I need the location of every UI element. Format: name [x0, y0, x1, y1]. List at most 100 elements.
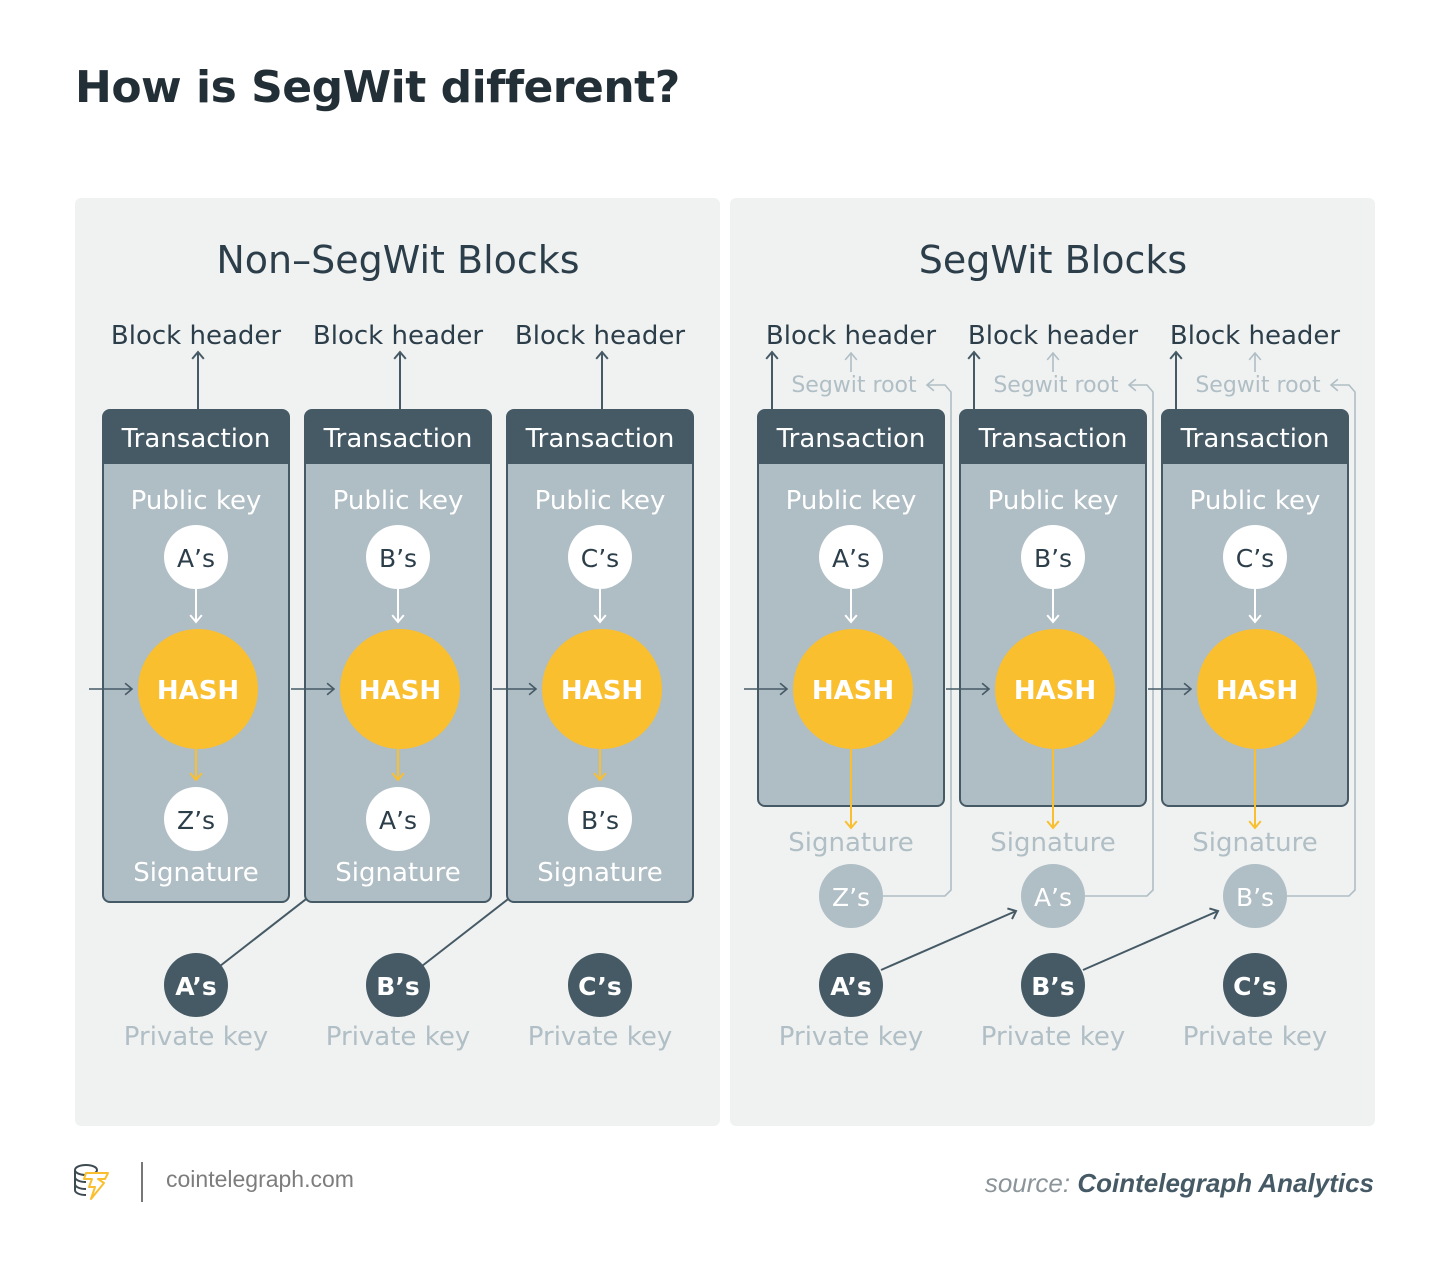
- signature-label: Signature: [990, 828, 1115, 858]
- hash-circle: [1197, 629, 1317, 749]
- public-key-circle: [568, 525, 632, 589]
- signature-owner: A’s: [1034, 883, 1072, 912]
- hash-label: HASH: [359, 676, 441, 706]
- private-key-label: Private key: [779, 1022, 923, 1052]
- segwit-root-up-arrow-head: [844, 351, 858, 361]
- private-key-owner: C’s: [1233, 972, 1277, 1001]
- private-key-circle: [164, 953, 228, 1017]
- private-key-circle: [819, 953, 883, 1017]
- hash-label: HASH: [1216, 676, 1298, 706]
- transaction-label: Transaction: [121, 424, 271, 454]
- signature-label: Signature: [788, 828, 913, 858]
- public-key-owner: B’s: [379, 544, 417, 573]
- public-key-arrow-head: [391, 614, 405, 624]
- footer-site[interactable]: cointelegraph.com: [166, 1166, 354, 1192]
- transaction-label: Transaction: [525, 424, 675, 454]
- private-key-owner: B’s: [1031, 972, 1074, 1001]
- segwit-root-label: Segwit root: [993, 373, 1119, 398]
- private-key-label: Private key: [326, 1022, 470, 1052]
- public-key-circle: [164, 525, 228, 589]
- signature-label: Signature: [537, 858, 662, 888]
- hash-label: HASH: [157, 676, 239, 706]
- private-key-sign-arrow: [880, 910, 1017, 971]
- public-key-circle: [819, 525, 883, 589]
- block-header-arrow-head: [191, 350, 205, 360]
- private-key-sign-arrow-head: [1007, 907, 1018, 920]
- witness-to-segwit-root-arrow: [1085, 384, 1154, 897]
- block-header-arrow-head: [765, 350, 779, 360]
- signature-circle: [1021, 864, 1085, 928]
- public-key-label: Public key: [131, 486, 262, 516]
- hash-to-signature-arrow-head: [844, 820, 858, 830]
- public-key-owner: A’s: [832, 544, 870, 573]
- block-header-label: Block header: [1170, 321, 1340, 351]
- private-key-owner: A’s: [175, 972, 216, 1001]
- signature-label: Signature: [335, 858, 460, 888]
- block-header-arrow-head: [967, 350, 981, 360]
- signature-circle: [819, 864, 883, 928]
- private-key-label: Private key: [1183, 1022, 1327, 1052]
- hash-to-signature-arrow-head: [391, 772, 405, 782]
- panel-title: SegWit Blocks: [919, 238, 1187, 282]
- hash-circle: [542, 629, 662, 749]
- public-key-circle: [1021, 525, 1085, 589]
- block-header-label: Block header: [968, 321, 1138, 351]
- chain-arrow-head: [326, 682, 336, 696]
- public-key-arrow-head: [1046, 614, 1060, 624]
- private-key-owner: A’s: [830, 972, 871, 1001]
- hash-label: HASH: [561, 676, 643, 706]
- segwit-root-label: Segwit root: [791, 373, 917, 398]
- witness-to-segwit-root-arrow-head: [1127, 378, 1137, 392]
- transaction-header: [758, 410, 944, 464]
- hash-label: HASH: [812, 676, 894, 706]
- public-key-label: Public key: [333, 486, 464, 516]
- public-key-label: Public key: [786, 486, 917, 516]
- private-key-circle: [366, 953, 430, 1017]
- transaction-label: Transaction: [978, 424, 1128, 454]
- transaction-label: Transaction: [776, 424, 926, 454]
- private-key-owner: B’s: [376, 972, 419, 1001]
- segwit-root-up-arrow-head: [1248, 351, 1262, 361]
- hash-to-signature-arrow-head: [1046, 820, 1060, 830]
- signature-circle: [1223, 864, 1287, 928]
- panel-title: Non–SegWit Blocks: [216, 238, 579, 282]
- public-key-arrow-head: [844, 614, 858, 624]
- private-key-label: Private key: [528, 1022, 672, 1052]
- block-header-arrow-head: [393, 350, 407, 360]
- footer-divider: [141, 1162, 143, 1202]
- transaction-header: [960, 410, 1146, 464]
- public-key-label: Public key: [1190, 486, 1321, 516]
- chain-arrow-head: [124, 682, 134, 696]
- hash-to-signature-arrow-head: [189, 772, 203, 782]
- witness-to-segwit-root-arrow: [883, 384, 952, 897]
- public-key-circle: [1223, 525, 1287, 589]
- hash-circle: [340, 629, 460, 749]
- public-key-owner: A’s: [177, 544, 215, 573]
- transaction-header: [507, 410, 693, 464]
- public-key-owner: C’s: [581, 544, 619, 573]
- private-key-circle: [1021, 953, 1085, 1017]
- hash-circle: [138, 629, 258, 749]
- witness-to-segwit-root-arrow: [1287, 384, 1356, 897]
- signature-circle: [366, 787, 430, 851]
- public-key-circle: [366, 525, 430, 589]
- private-key-sign-arrow: [1082, 910, 1219, 971]
- private-key-sign-arrow-head: [1209, 907, 1220, 920]
- hash-circle: [995, 629, 1115, 749]
- private-key-circle: [568, 953, 632, 1017]
- signature-label: Signature: [133, 858, 258, 888]
- source-prefix: source:: [984, 1168, 1071, 1198]
- page-title: How is SegWit different?: [75, 62, 680, 113]
- segwit-root-label: Segwit root: [1195, 373, 1321, 398]
- private-key-label: Private key: [981, 1022, 1125, 1052]
- block-header-label: Block header: [515, 321, 685, 351]
- hash-to-signature-arrow-head: [1248, 820, 1262, 830]
- private-key-label: Private key: [124, 1022, 268, 1052]
- witness-to-segwit-root-arrow-head: [925, 378, 935, 392]
- transaction-header: [305, 410, 491, 464]
- public-key-arrow-head: [593, 614, 607, 624]
- public-key-owner: C’s: [1236, 544, 1274, 573]
- transaction-label: Transaction: [323, 424, 473, 454]
- private-key-circle: [1223, 953, 1287, 1017]
